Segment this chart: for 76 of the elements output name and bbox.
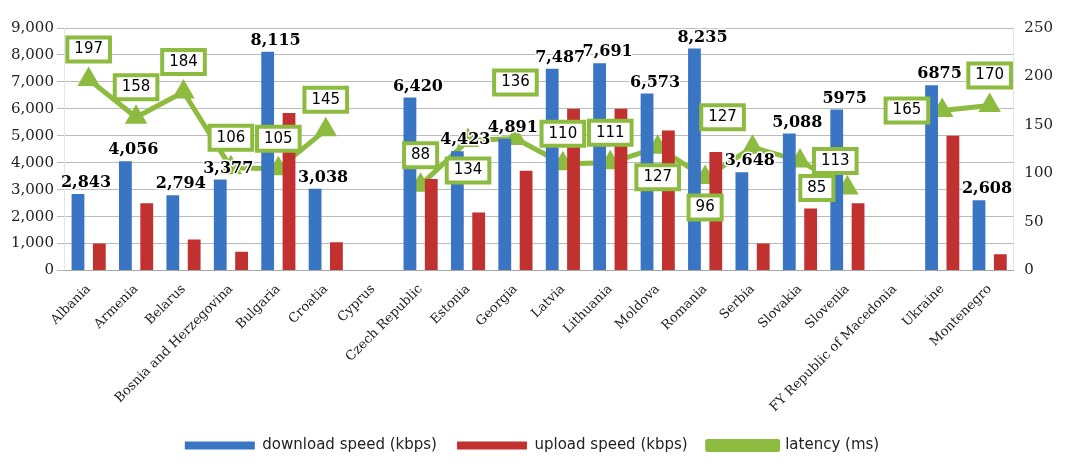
- data-label: 6875: [917, 63, 962, 83]
- data-label: 5975: [822, 87, 867, 107]
- data-label: 85: [807, 177, 827, 196]
- point: [174, 79, 195, 99]
- y-tick-label: 1,000: [10, 233, 54, 252]
- point: [125, 104, 148, 124]
- bar: [972, 200, 986, 270]
- y-tick-label: 2,000: [10, 206, 54, 225]
- y2-tick-label: 150: [1024, 114, 1054, 133]
- data-label: 8,115: [250, 30, 301, 49]
- y-tick-label: 3,000: [10, 179, 54, 198]
- data-label: 136: [501, 72, 530, 91]
- bar: [925, 85, 938, 270]
- bar: [498, 138, 512, 270]
- bar: [330, 242, 343, 270]
- data-label: 2,794: [155, 173, 206, 193]
- y2-tick-label: 50: [1024, 211, 1044, 230]
- bar: [235, 251, 248, 270]
- data-label: 6,420: [392, 75, 443, 95]
- y-tick-label: 8,000: [10, 44, 54, 63]
- bar: [804, 208, 818, 270]
- data-label: 111: [595, 122, 625, 141]
- data-label: 158: [121, 77, 151, 96]
- bar: [993, 254, 1007, 270]
- legend-label: download speed (kbps): [262, 435, 437, 454]
- legend-label: latency (ms): [785, 435, 880, 454]
- y2-tick-label: 250: [1024, 17, 1054, 36]
- y2-tick-label: 200: [1024, 66, 1054, 85]
- data-label: 88: [411, 145, 431, 164]
- data-label: 110: [548, 123, 578, 142]
- y-tick-label: 5,000: [10, 125, 54, 144]
- data-label: 113: [820, 150, 850, 169]
- bar: [782, 133, 796, 270]
- data-label: 145: [311, 89, 341, 108]
- data-label: 127: [708, 107, 737, 126]
- data-label: 127: [643, 167, 673, 186]
- y-tick-label: 4,000: [10, 152, 54, 171]
- y-tick-label: 9,000: [10, 17, 54, 36]
- data-label: 105: [264, 128, 293, 147]
- bar: [119, 161, 132, 270]
- bar: [472, 212, 486, 270]
- data-label: 2,843: [60, 172, 112, 192]
- bar: [187, 239, 201, 270]
- bar: [166, 195, 180, 270]
- data-label: 3,038: [298, 166, 349, 186]
- bar: [735, 172, 749, 270]
- point: [743, 134, 764, 154]
- bar: [308, 188, 322, 270]
- bar: [424, 178, 438, 270]
- bar: [946, 135, 960, 270]
- data-label: 2,608: [961, 178, 1013, 198]
- bar: [92, 243, 106, 270]
- bar: [213, 179, 227, 270]
- bar: [756, 243, 770, 270]
- bar: [519, 170, 533, 270]
- data-label: 5,088: [772, 111, 823, 131]
- data-label: 4,056: [108, 139, 159, 159]
- data-label: 96: [695, 197, 715, 216]
- bar: [140, 203, 154, 270]
- data-label: 8,235: [677, 26, 728, 46]
- data-label: 184: [169, 51, 198, 70]
- y-tick-label: 7,000: [10, 71, 54, 90]
- bar: [851, 203, 865, 270]
- data-label: 165: [892, 100, 922, 119]
- y2-tick-label: 100: [1024, 163, 1054, 182]
- y-tick-label: 6,000: [10, 98, 54, 117]
- data-label: 197: [74, 39, 103, 58]
- data-label: 106: [216, 127, 246, 146]
- data-label: 134: [453, 160, 483, 179]
- data-label: 170: [975, 65, 1004, 84]
- legend-label: upload speed (kbps): [534, 435, 688, 454]
- y-tick-label: 0: [44, 260, 54, 279]
- bar: [71, 193, 85, 270]
- point: [77, 66, 100, 86]
- y2-tick-label: 0: [1024, 260, 1034, 279]
- data-label: 6,573: [629, 71, 681, 91]
